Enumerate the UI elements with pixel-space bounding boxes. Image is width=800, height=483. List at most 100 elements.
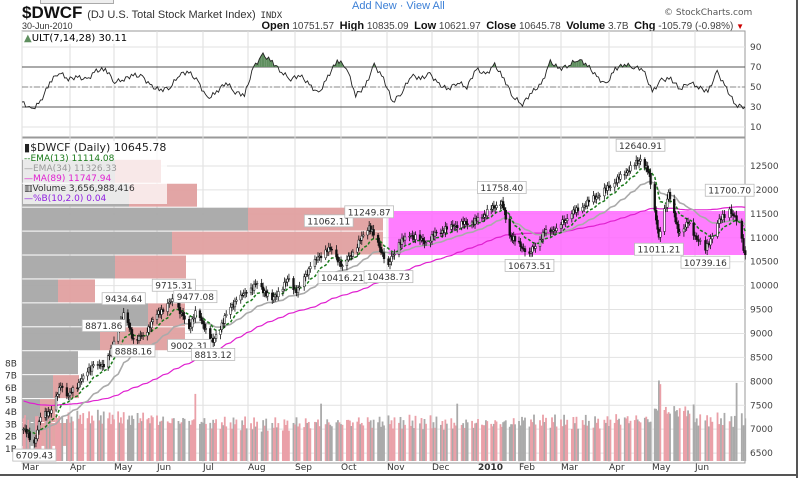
candle-body	[254, 283, 257, 286]
volume-bar	[490, 423, 493, 461]
ult-legend-text: ULT(7,14,28) 30.11	[31, 33, 128, 44]
price-y-tick: 10000	[750, 282, 779, 292]
volume-bar	[706, 415, 709, 461]
line-swatch-icon: --	[24, 154, 31, 164]
candle-body	[655, 210, 658, 221]
volume-bar	[444, 419, 447, 461]
candle-body	[684, 226, 687, 230]
volume-bar	[677, 416, 680, 461]
annotation-label: 8871.86	[85, 322, 122, 332]
candle-body	[499, 204, 502, 206]
candle-body	[678, 231, 681, 234]
volume-bar	[649, 421, 652, 461]
x-tick-label: Oct	[341, 463, 357, 473]
volume-bar	[616, 419, 619, 461]
candle-body	[595, 196, 598, 200]
indicator-y-tick: 70	[750, 63, 762, 73]
add-new-view-all-link[interactable]: Add New · View All	[350, 0, 447, 12]
candle-body	[435, 231, 438, 234]
volume-bar	[320, 403, 322, 461]
candle-body	[271, 292, 274, 301]
open-value: 10751.57	[292, 21, 335, 32]
candle-body	[388, 261, 392, 265]
x-tick-label: May	[114, 463, 133, 473]
candle-body	[379, 247, 383, 253]
volume-bar	[608, 426, 610, 461]
volume-bar	[475, 422, 478, 461]
candle-body	[283, 281, 286, 290]
candle-body	[716, 223, 719, 237]
volume-bar	[648, 422, 651, 461]
candle-body	[603, 187, 606, 197]
volume-bar	[172, 418, 175, 461]
x-tick-label: Mar	[561, 463, 578, 473]
volume-bar	[494, 420, 497, 461]
volume-bar	[633, 420, 636, 461]
volume-by-price-down-bar	[22, 231, 172, 255]
annotation-label: 8813.12	[195, 351, 232, 361]
volume-bar	[508, 426, 511, 461]
volume-bar	[189, 424, 192, 461]
volume-bar	[327, 422, 330, 461]
volume-bar	[605, 422, 607, 461]
annotation-label: 11249.87	[348, 208, 391, 218]
candle-body	[486, 209, 489, 217]
volume-bar	[107, 418, 110, 461]
volume-bar	[79, 414, 82, 461]
candle-body	[351, 251, 355, 257]
volume-bar	[86, 418, 89, 461]
tab-stub[interactable]	[40, 0, 114, 4]
volume-bar	[432, 422, 435, 461]
volume-bar	[711, 421, 714, 461]
volume-bar	[542, 414, 544, 461]
candle-body	[56, 393, 59, 397]
candle-body	[225, 314, 228, 316]
volume-bar	[707, 426, 710, 461]
candle-body	[188, 318, 191, 329]
volume-bar	[80, 423, 83, 461]
volume-bar	[146, 419, 149, 461]
volume-bar	[213, 422, 216, 461]
candle-body	[586, 199, 589, 207]
volume-bar	[59, 424, 62, 461]
volume-bar	[351, 422, 354, 461]
candle-body	[570, 213, 573, 220]
candle-body	[646, 165, 649, 172]
volume-bar	[422, 429, 424, 461]
price-annotation: 11011.21	[634, 242, 684, 256]
x-tick-label: Jun	[694, 463, 709, 473]
volume-bar	[554, 414, 556, 461]
x-tick-label: Sep	[295, 463, 312, 473]
candle-body	[108, 354, 111, 357]
annotation-box	[344, 205, 394, 219]
indicator-y-tick: 10	[750, 123, 762, 133]
candle-body	[229, 307, 232, 315]
x-tick-label: Dec	[432, 463, 449, 473]
price-annotation: 8888.16	[111, 344, 156, 357]
annotation-box	[101, 292, 146, 306]
volume-bar	[362, 425, 365, 461]
line-swatch-icon: —	[24, 164, 33, 174]
volume-bar	[304, 418, 307, 461]
candle-body	[649, 172, 652, 185]
candlestick-icon: ▮	[24, 141, 31, 154]
volume-bar	[110, 424, 112, 461]
annotation-label: 11700.70	[708, 187, 751, 197]
volume-bar	[684, 406, 687, 461]
volume-bar	[22, 418, 25, 461]
candle-body	[520, 246, 524, 249]
candle-body	[90, 365, 94, 372]
volume-bar	[200, 421, 203, 461]
candle-body	[129, 327, 132, 330]
volume-bar	[188, 420, 191, 461]
volume-label: Volume	[566, 20, 606, 32]
candle-body	[37, 421, 41, 431]
candle-body	[239, 294, 242, 301]
volume-bar	[380, 426, 382, 461]
candle-body	[296, 287, 300, 294]
volume-bar	[369, 420, 372, 461]
volume-bar	[638, 421, 640, 461]
x-tick-label: Nov	[387, 463, 405, 473]
volume-bar	[317, 419, 319, 461]
